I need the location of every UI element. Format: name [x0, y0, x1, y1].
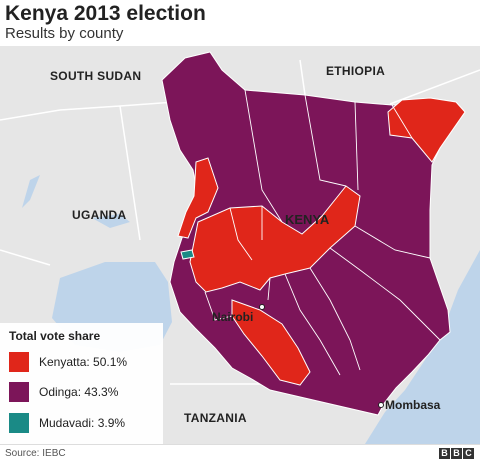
mombasa-marker	[378, 402, 384, 408]
map-title: Kenya 2013 election	[5, 2, 206, 25]
kenyatta-west-rift	[177, 157, 219, 239]
bbc-logo-c: C	[463, 448, 474, 459]
kenyatta-northeast-county	[387, 97, 466, 163]
indian-ocean	[365, 250, 480, 444]
legend-label-mudavadi: Mudavadi: 3.9%	[39, 416, 126, 430]
footer: Source: IEBC B B C	[0, 444, 480, 462]
bbc-logo-b2: B	[451, 448, 462, 459]
kenya-label: KENYA	[285, 212, 330, 227]
ethiopia-label: ETHIOPIA	[326, 64, 385, 78]
bbc-logo: B B C	[439, 448, 474, 459]
county-borders	[204, 89, 441, 376]
legend-item-mudavadi: Mudavadi: 3.9%	[9, 413, 159, 433]
legend-item-kenyatta: Kenyatta: 50.1%	[9, 352, 159, 372]
mudavadi-county	[180, 249, 195, 260]
country-borders	[0, 59, 480, 385]
header: Kenya 2013 election Results by county	[0, 0, 480, 46]
odinga-swatch	[9, 382, 29, 402]
mombasa-label: Mombasa	[385, 398, 441, 412]
south-sudan-label: SOUTH SUDAN	[50, 69, 141, 83]
kenyatta-kajiado	[231, 299, 311, 386]
legend: Total vote share Kenyatta: 50.1% Odinga:…	[0, 323, 163, 444]
kenyatta-swatch	[9, 352, 29, 372]
mudavadi-swatch	[9, 413, 29, 433]
nairobi-label: Nairobi	[212, 310, 253, 324]
legend-title: Total vote share	[9, 329, 101, 343]
map-subtitle: Results by county	[5, 25, 124, 42]
legend-label-kenyatta: Kenyatta: 50.1%	[39, 355, 128, 369]
kenyatta-central-rift	[189, 185, 361, 293]
nairobi-marker	[259, 304, 265, 310]
legend-item-odinga: Odinga: 43.3%	[9, 382, 159, 402]
legend-label-odinga: Odinga: 43.3%	[39, 385, 119, 399]
lake-albert	[22, 175, 40, 208]
bbc-logo-b1: B	[439, 448, 450, 459]
lake-kyoga	[92, 214, 130, 228]
tanzania-label: TANZANIA	[184, 411, 247, 425]
uganda-label: UGANDA	[72, 208, 126, 222]
source-text: Source: IEBC	[5, 448, 66, 459]
